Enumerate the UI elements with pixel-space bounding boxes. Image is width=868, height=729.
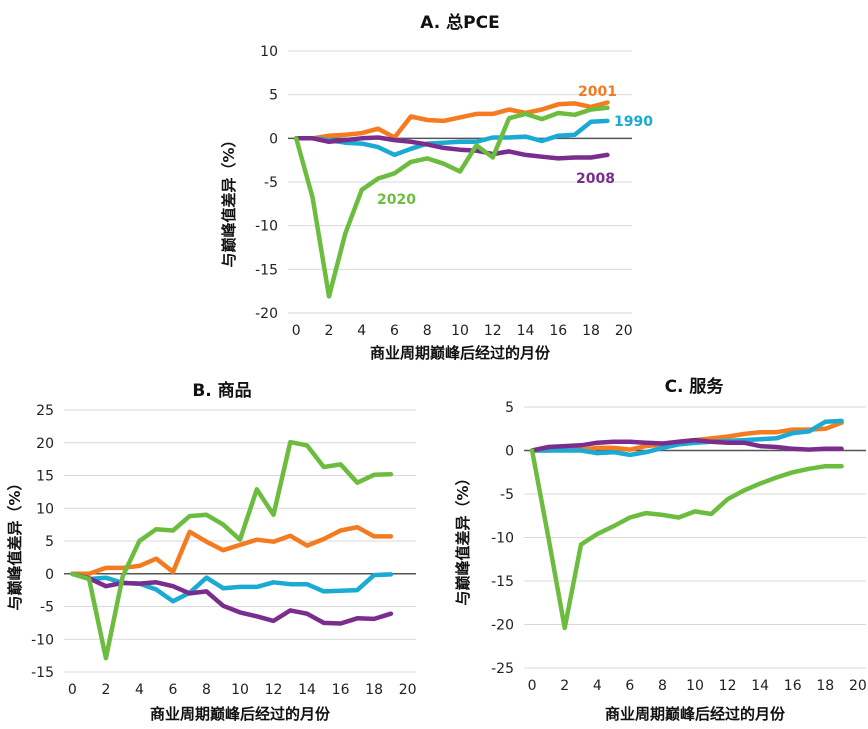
panel-services: C. 服务 5 0 -5 -10 -15 -20 -25 0 2 4 6 8 10 12 14 16 18 20 商业…	[454, 376, 867, 723]
y-tick-label: -20	[491, 618, 514, 634]
x-tick-label: 2	[324, 323, 333, 339]
chart-title: B. 商品	[192, 380, 251, 401]
x-tick-label: 2	[560, 678, 569, 694]
y-tick-label: 25	[36, 403, 54, 419]
x-tick-label: 14	[517, 323, 535, 339]
x-tick-label: 12	[265, 682, 283, 698]
x-tick-label: 12	[484, 323, 502, 339]
y-axis-label: 与巅峰值差异（%）	[220, 132, 238, 267]
y-tick-label: -5	[40, 600, 54, 616]
series-line-1990	[293, 118, 610, 158]
y-tick-label: 0	[269, 131, 278, 147]
series-line-series-2	[529, 437, 844, 453]
y-tick-label: 5	[45, 534, 54, 550]
series-line-series-3	[529, 448, 844, 631]
chart-title: A. 总PCE	[420, 12, 499, 33]
y-axis-label: 与巅峰值差异（%）	[6, 475, 24, 610]
y-tick-label: 5	[269, 88, 278, 104]
series-label-2008: 2008	[576, 171, 615, 187]
y-tick-label: -15	[255, 262, 278, 278]
x-tick-label: 10	[451, 323, 469, 339]
y-tick-label: -10	[31, 632, 54, 648]
x-tick-label: 4	[593, 678, 602, 694]
x-tick-label: 0	[528, 678, 537, 694]
y-tick-label: -25	[491, 661, 514, 677]
y-tick-label: 10	[260, 44, 278, 60]
x-axis-label: 商业周期巅峰后经过的月份	[370, 344, 551, 362]
x-tick-label: 18	[582, 323, 600, 339]
x-tick-label: 18	[816, 678, 834, 694]
x-tick-label: 4	[357, 323, 366, 339]
series-line-series-1	[529, 418, 844, 458]
x-tick-label: 6	[168, 682, 177, 698]
x-tick-label: 4	[135, 682, 144, 698]
x-tick-label: 18	[365, 682, 383, 698]
y-tick-label: 0	[505, 444, 514, 460]
y-tick-label: 0	[45, 567, 54, 583]
x-tick-label: 8	[658, 678, 667, 694]
x-tick-label: 14	[751, 678, 769, 694]
x-tick-label: 2	[101, 682, 110, 698]
x-tick-label: 8	[202, 682, 211, 698]
y-tick-label: -10	[491, 531, 514, 547]
series-line-2008	[293, 135, 610, 161]
x-tick-label: 16	[332, 682, 350, 698]
y-tick-label: -5	[500, 487, 514, 503]
x-axis-label: 商业周期巅峰后经过的月份	[605, 705, 786, 723]
x-tick-label: 8	[423, 323, 432, 339]
x-tick-label: 6	[390, 323, 399, 339]
y-tick-label: -15	[491, 574, 514, 590]
x-tick-label: 16	[549, 323, 567, 339]
x-tick-label: 14	[298, 682, 316, 698]
x-tick-label: 20	[399, 682, 417, 698]
y-tick-label: 10	[36, 501, 54, 517]
series-label-2001: 2001	[578, 84, 617, 100]
x-tick-label: 16	[784, 678, 802, 694]
y-tick-label: -5	[264, 175, 278, 191]
series-line-series-2	[70, 571, 394, 626]
y-tick-label: 15	[36, 469, 54, 485]
y-tick-label: -15	[31, 665, 54, 681]
y-tick-label: -10	[255, 219, 278, 235]
x-tick-label: 20	[615, 323, 633, 339]
x-tick-label: 0	[292, 323, 301, 339]
x-tick-label: 20	[849, 678, 867, 694]
series-line-series-3	[70, 439, 394, 661]
x-axis-label: 商业周期巅峰后经过的月份	[150, 705, 331, 723]
chart-title: C. 服务	[665, 376, 725, 397]
y-tick-label: 5	[505, 400, 514, 416]
y-tick-label: -20	[255, 306, 278, 322]
series-label-1990: 1990	[614, 114, 653, 130]
x-tick-label: 10	[686, 678, 704, 694]
y-axis-label: 与巅峰值差异（%）	[454, 470, 472, 605]
panel-goods: B. 商品 25 20 15 10 5 0 -5 -10 -15 0 2 4 6 8 10 12 14 16 18 20…	[6, 380, 417, 723]
x-tick-label: 6	[625, 678, 634, 694]
series-line-2001	[293, 100, 610, 141]
y-tick-label: 20	[36, 436, 54, 452]
x-tick-label: 12	[719, 678, 737, 694]
x-tick-label: 0	[68, 682, 77, 698]
series-line-2020	[293, 105, 610, 299]
series-label-2020: 2020	[377, 192, 416, 208]
x-tick-label: 10	[231, 682, 249, 698]
